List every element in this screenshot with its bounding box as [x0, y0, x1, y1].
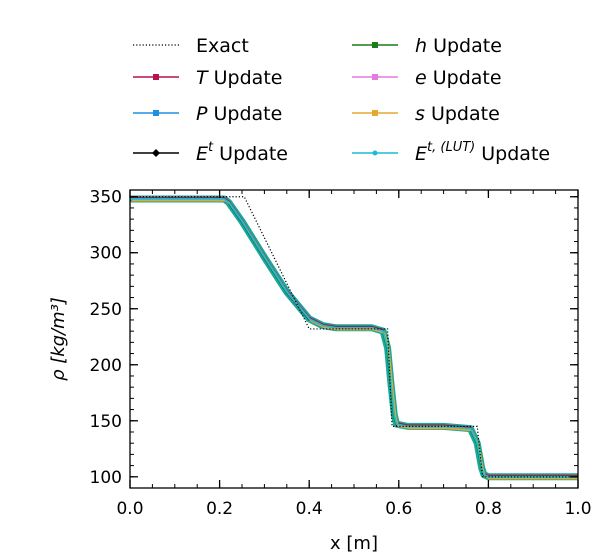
series-line-e-t-lut-update: [130, 198, 578, 478]
x-tick-label: 0.2: [206, 499, 233, 519]
legend-item-h: h Update: [352, 35, 502, 57]
x-tick-label: 0.4: [296, 499, 323, 519]
legend-item-p: P Update: [133, 103, 282, 125]
plot-frame: [129, 189, 579, 489]
y-tick-label: 250: [90, 300, 122, 320]
legend-marker: [152, 149, 160, 157]
exact-line: [130, 196, 578, 478]
legend-item-e: e Update: [352, 67, 502, 89]
legend-marker: [372, 42, 378, 48]
legend-marker: [153, 74, 159, 80]
legend-marker: [372, 150, 378, 156]
y-tick-label: 100: [90, 468, 122, 488]
y-axis-label: ρ [kg/m³]: [48, 297, 69, 381]
legend-label: Et, (LUT) Update: [415, 140, 550, 165]
legend-label: P Update: [196, 103, 282, 125]
legend-label: Et Update: [196, 140, 288, 165]
series-line-h-update: [130, 197, 578, 478]
legend-item-s: s Update: [352, 103, 500, 125]
series-line-t-update: [130, 196, 578, 477]
x-tick-label: 1.0: [564, 499, 591, 519]
legend-label: s Update: [415, 103, 500, 125]
legend-label: T Update: [196, 67, 282, 89]
x-tick-label: 0.8: [475, 499, 502, 519]
x-tick-label: 0.6: [385, 499, 412, 519]
y-tick-label: 350: [90, 188, 122, 208]
series-line-s-update: [131, 199, 578, 480]
legend-item-exact: Exact: [133, 35, 249, 57]
legend-label: h Update: [415, 35, 502, 57]
series-line-p-update: [130, 198, 578, 478]
axes: 0.0 0.2 0.4 0.6 0.8 1.0 100 150 200 250 300 350 x [m…: [48, 188, 592, 554]
legend-item-et: Et Update: [133, 140, 288, 165]
y-tick-label: 150: [90, 412, 122, 432]
update-band: [130, 195, 578, 481]
x-tick-label: 0.0: [116, 499, 143, 519]
legend-item-t: T Update: [133, 67, 282, 89]
legend-marker: [153, 110, 159, 116]
y-tick-label: 300: [90, 244, 122, 264]
legend-item-elut: Et, (LUT) Update: [352, 140, 550, 165]
legend-marker: [372, 74, 378, 80]
plot-area: [130, 195, 578, 481]
legend-label: e Update: [415, 67, 502, 89]
y-tick-label: 200: [90, 356, 122, 376]
legend-label: Exact: [196, 35, 249, 57]
series-line-e-t-update: [130, 198, 578, 479]
series-line-e-update: [130, 198, 578, 478]
legend-marker: [372, 110, 378, 116]
legend: Exact T Update P Update Et Update h Update e …: [133, 35, 550, 165]
x-axis-label: x [m]: [330, 533, 378, 554]
